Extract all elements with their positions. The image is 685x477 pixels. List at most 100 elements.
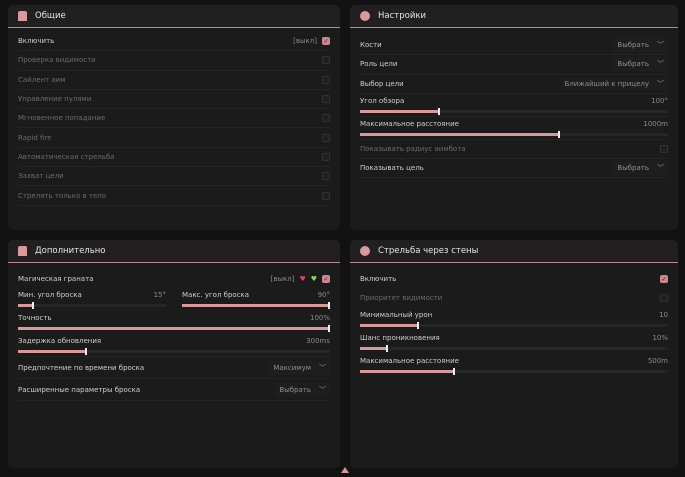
general-item: Включить [выкл] ✓ bbox=[18, 32, 330, 52]
adv-row: Расширенные параметры броска Выбрать ﹀ bbox=[18, 379, 330, 402]
prio-row: Приоритет видимости bbox=[360, 288, 668, 307]
wall-panel: Стрельба через стены Включить ✓ Приоритет… bbox=[350, 240, 678, 468]
slider-value: 10 bbox=[659, 310, 668, 319]
chevron-down-icon: ﹀ bbox=[657, 164, 664, 173]
slider-label: Шанс проникновения bbox=[360, 333, 440, 342]
grenade-row: Магическая граната [выкл] ♥ ♥ ✓ bbox=[18, 269, 330, 288]
fov-slider[interactable]: Угол обзора 100° bbox=[360, 94, 668, 117]
prio-checkbox[interactable] bbox=[660, 293, 668, 302]
item-checkbox[interactable]: ✓ bbox=[322, 37, 330, 46]
delay-slider[interactable]: Задержка обновления 300ms bbox=[18, 334, 330, 358]
slider-label: Угол обзора bbox=[360, 96, 405, 105]
slider-value: 100% bbox=[309, 314, 330, 323]
slider-value: 100° bbox=[651, 96, 668, 105]
select-value: Выбрать bbox=[617, 41, 649, 50]
item-label: Проверка видимости bbox=[18, 56, 96, 65]
target-row: Выбор цели Ближайший к прицелу ﹀ bbox=[360, 75, 668, 94]
select-value: Ближайший к прицелу bbox=[564, 79, 649, 88]
item-checkbox[interactable] bbox=[322, 95, 330, 104]
item-checkbox[interactable] bbox=[322, 152, 330, 161]
min-angle-slider[interactable]: Мин. угол броска 15° bbox=[18, 288, 166, 311]
adv-select[interactable]: Выбрать ﹀ bbox=[275, 382, 330, 397]
person-icon bbox=[18, 246, 27, 256]
slider-handle[interactable] bbox=[84, 348, 87, 356]
slider-handle[interactable] bbox=[416, 321, 419, 329]
penetration-slider[interactable]: Шанс проникновения 10% bbox=[360, 331, 668, 354]
chevron-down-icon: ﹀ bbox=[657, 41, 664, 50]
role-label: Роль цели bbox=[360, 60, 398, 69]
wall-enable-checkbox[interactable]: ✓ bbox=[660, 274, 668, 283]
show-select[interactable]: Выбрать ﹀ bbox=[613, 161, 668, 176]
panel-title: Дополнительно bbox=[35, 246, 106, 256]
item-checkbox[interactable] bbox=[322, 114, 330, 123]
max-angle-slider[interactable]: Макс. угол броска 90° bbox=[182, 288, 330, 311]
slider-label: Точность bbox=[18, 314, 52, 323]
accuracy-slider[interactable]: Точность 100% bbox=[18, 311, 330, 334]
show-row: Показывать цель Выбрать ﹀ bbox=[360, 159, 668, 179]
slider-label: Мин. угол броска bbox=[18, 291, 82, 300]
slider-label: Макс. угол броска bbox=[182, 291, 250, 300]
min-damage-slider[interactable]: Минимальный урон 10 bbox=[360, 308, 668, 331]
item-label: Захват цели bbox=[18, 172, 64, 181]
panel-title: Настройки bbox=[378, 11, 427, 21]
panel-title: Общие bbox=[35, 11, 66, 21]
select-value: Выбрать bbox=[279, 385, 311, 394]
slider-handle[interactable] bbox=[328, 325, 330, 333]
gear-icon bbox=[360, 246, 370, 256]
item-checkbox[interactable] bbox=[322, 56, 330, 65]
settings-header: Настройки bbox=[350, 5, 678, 28]
heart-icon: ♥ bbox=[299, 274, 306, 283]
item-label: Автоматическая стрельба bbox=[18, 152, 115, 161]
slider-label: Максимальное расстояние bbox=[360, 356, 459, 365]
prio-label: Приоритет видимости bbox=[360, 293, 443, 302]
wall-distance-slider[interactable]: Максимальное расстояние 500m bbox=[360, 354, 668, 377]
gear-icon bbox=[360, 11, 370, 21]
slider-handle[interactable] bbox=[558, 130, 561, 138]
item-checkbox[interactable] bbox=[322, 191, 330, 200]
keybind-state[interactable]: [выкл] bbox=[270, 274, 295, 283]
maxdist-slider[interactable]: Максимальное расстояние 1000m bbox=[360, 117, 668, 140]
slider-value: 90° bbox=[317, 291, 330, 300]
slider-handle[interactable] bbox=[453, 367, 456, 375]
item-checkbox[interactable] bbox=[322, 172, 330, 181]
enable-label: Включить bbox=[360, 274, 397, 283]
general-item: Сайлент аим bbox=[18, 71, 330, 90]
item-label: Стрелять только в тело bbox=[18, 191, 107, 200]
person-icon bbox=[18, 11, 27, 21]
slider-value: 300ms bbox=[306, 337, 330, 346]
general-panel: Общие Включить [выкл] ✓ Проверка видимости С… bbox=[8, 5, 340, 230]
slider-handle[interactable] bbox=[328, 302, 330, 310]
select-value: Выбрать bbox=[617, 164, 649, 173]
collapse-handle[interactable] bbox=[341, 467, 349, 473]
settings-panel: Настройки Кости Выбрать ﹀ Роль цели Выбрать… bbox=[350, 5, 678, 230]
panel-title: Стрельба через стены bbox=[378, 246, 479, 256]
chevron-down-icon: ﹀ bbox=[319, 363, 326, 372]
pref-select[interactable]: Максимум ﹀ bbox=[269, 360, 330, 375]
select-value: Выбрать bbox=[617, 60, 649, 69]
role-select[interactable]: Выбрать ﹀ bbox=[613, 57, 668, 72]
radius-row: Показывать радиус аимбота bbox=[360, 140, 668, 160]
radius-label: Показывать радиус аимбота bbox=[360, 145, 466, 154]
chevron-down-icon: ﹀ bbox=[319, 385, 326, 394]
item-label: Мгновенное попадание bbox=[18, 114, 106, 123]
extra-header: Дополнительно bbox=[8, 240, 340, 263]
general-item: Захват цели bbox=[18, 167, 330, 187]
target-select[interactable]: Ближайший к прицелу ﹀ bbox=[560, 76, 668, 91]
chevron-down-icon: ﹀ bbox=[657, 79, 664, 88]
bones-select[interactable]: Выбрать ﹀ bbox=[613, 38, 668, 53]
item-label: Управление пулями bbox=[18, 95, 92, 104]
slider-value: 1000m bbox=[643, 119, 668, 128]
keybind-state[interactable]: [выкл] bbox=[293, 37, 317, 46]
heart-icon-green: ♥ bbox=[310, 274, 317, 283]
item-checkbox[interactable] bbox=[322, 75, 330, 84]
item-checkbox[interactable] bbox=[322, 133, 330, 142]
slider-handle[interactable] bbox=[438, 107, 441, 115]
select-value: Максимум bbox=[273, 363, 311, 372]
radius-checkbox[interactable] bbox=[660, 145, 668, 154]
show-label: Показывать цель bbox=[360, 164, 424, 173]
slider-handle[interactable] bbox=[32, 302, 35, 310]
item-label: Включить bbox=[18, 37, 55, 46]
grenade-checkbox[interactable]: ✓ bbox=[322, 274, 330, 283]
slider-handle[interactable] bbox=[385, 344, 388, 352]
item-label: Rapid fire bbox=[18, 133, 52, 142]
